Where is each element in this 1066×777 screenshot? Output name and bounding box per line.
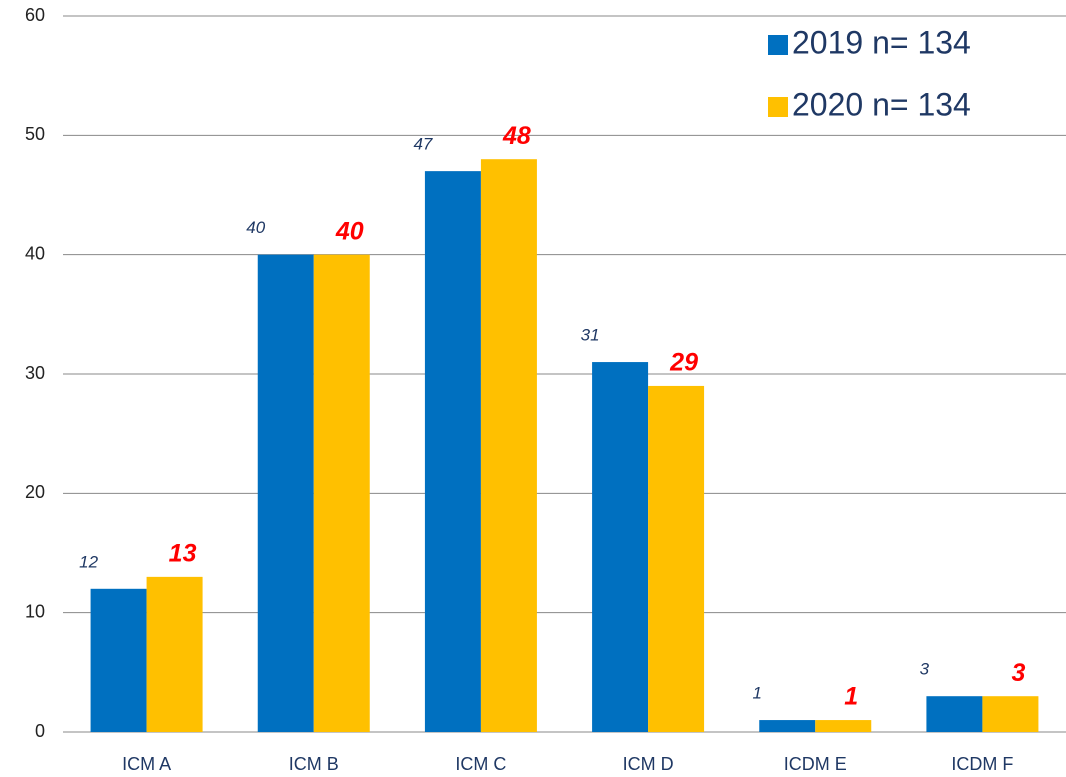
bar: [759, 720, 816, 732]
data-label: 12: [79, 552, 98, 571]
y-tick-label: 60: [25, 5, 45, 25]
data-label: 1: [753, 684, 762, 703]
legend-swatch: [768, 35, 788, 55]
y-tick-label: 40: [25, 243, 45, 263]
data-label: 40: [335, 217, 364, 245]
y-tick-label: 50: [25, 124, 45, 144]
x-tick-label: ICM B: [289, 754, 339, 774]
x-tick-label: ICDM E: [784, 754, 847, 774]
y-tick-label: 30: [25, 363, 45, 383]
bar: [480, 159, 537, 732]
data-label: 47: [413, 135, 432, 154]
legend-swatch: [768, 97, 788, 117]
y-tick-label: 10: [25, 601, 45, 621]
bar: [146, 576, 203, 732]
y-tick-label: 20: [25, 482, 45, 502]
legend-label: 2020 n= 134: [792, 86, 971, 122]
data-label: 1: [844, 683, 858, 711]
data-label: 3: [920, 660, 930, 679]
bar: [815, 720, 872, 732]
data-label: 13: [169, 539, 197, 567]
x-tick-label: ICDM F: [951, 754, 1013, 774]
x-tick-label: ICM D: [623, 754, 674, 774]
bar: [313, 254, 370, 732]
data-label: 3: [1011, 659, 1025, 687]
bar: [257, 254, 314, 732]
x-tick-label: ICM A: [122, 754, 171, 774]
bar: [90, 588, 147, 732]
x-tick-label: ICM C: [455, 754, 506, 774]
data-label: 48: [502, 122, 531, 150]
bar: [592, 362, 649, 732]
data-label: 31: [581, 326, 600, 345]
data-label: 40: [246, 218, 265, 237]
y-tick-label: 0: [35, 721, 45, 741]
data-label: 29: [669, 349, 698, 377]
bar: [424, 171, 481, 733]
bar: [648, 385, 705, 732]
legend-label: 2019 n= 134: [792, 24, 971, 60]
bar: [926, 696, 983, 732]
bar: [982, 696, 1039, 732]
